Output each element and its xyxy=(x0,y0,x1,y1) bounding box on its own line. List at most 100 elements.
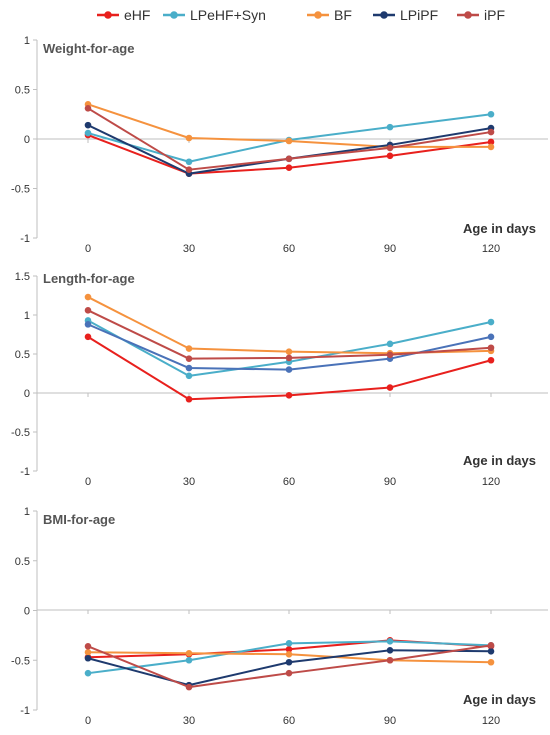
data-point-ipf-60 xyxy=(285,669,293,677)
x-tick-label: 60 xyxy=(283,715,295,727)
y-tick-label: -1 xyxy=(20,233,30,245)
data-point-ipf-30 xyxy=(185,355,193,362)
legend-item-lpehf-syn: LPeHF+Syn xyxy=(163,7,266,23)
data-point-lpehf-syn-60 xyxy=(285,640,293,647)
legend-label-ipf: iPF xyxy=(484,7,505,23)
series-ipf xyxy=(84,642,495,691)
panel-title: Length-for-age xyxy=(43,271,135,286)
panel-bmi-for-age: -1 -0.5 0 0.5 1 0 30 60 90 120 BMI-for-age Age in d… xyxy=(11,506,548,727)
x-tick-label: 60 xyxy=(283,243,295,255)
y-tick-label: 0.5 xyxy=(15,556,30,568)
data-point-ipf-0 xyxy=(84,643,92,650)
x-tick-label: 30 xyxy=(183,476,195,488)
x-tick-label: 0 xyxy=(85,476,91,488)
data-point-ipf-60 xyxy=(285,155,293,163)
y-tick-label: -1 xyxy=(20,705,30,717)
data-point-ehf-90 xyxy=(386,384,394,391)
series-ehf xyxy=(84,333,495,403)
data-point-lpipf-0 xyxy=(84,121,92,129)
y-tick-label: 1 xyxy=(24,310,30,322)
series-ipf xyxy=(84,307,495,362)
data-point-bf-60 xyxy=(285,348,293,355)
data-point-ehf-60 xyxy=(285,646,293,653)
legend-label-lpehf-syn: LPeHF+Syn xyxy=(190,7,266,23)
series-bf xyxy=(84,293,495,357)
data-point-lpipf-90 xyxy=(386,647,394,654)
data-point-lpehf-syn-30 xyxy=(185,158,193,166)
data-point-ipf-120 xyxy=(487,642,495,649)
x-tick-label: 90 xyxy=(384,476,396,488)
y-tick-label: -0.5 xyxy=(11,184,30,196)
data-point-lpipf-0 xyxy=(84,654,92,662)
x-tick-label: 30 xyxy=(183,715,195,727)
data-point-bf-30 xyxy=(185,134,193,142)
data-point-ipf-0 xyxy=(84,105,92,112)
legend-marker-lpipf xyxy=(380,11,388,19)
y-tick-label: 0 xyxy=(24,388,30,400)
data-point-lpipf-60 xyxy=(285,658,293,666)
legend: eHF LPeHF+Syn BF LPiPF iPF xyxy=(97,7,505,23)
legend-marker-ipf xyxy=(464,11,472,19)
data-point-ipf-90 xyxy=(386,351,394,359)
y-tick-label: 0.5 xyxy=(15,349,30,361)
series-lpehf-syn xyxy=(84,317,495,380)
data-point-ipf-90 xyxy=(386,144,394,152)
legend-label-bf: BF xyxy=(334,7,352,23)
data-point-bf-0 xyxy=(84,648,92,656)
data-point-bf-30 xyxy=(185,649,193,657)
data-point-ehf-60 xyxy=(285,164,293,172)
data-point-lpipf-60 xyxy=(285,366,293,373)
data-point-lpehf-syn-90 xyxy=(386,638,394,645)
y-tick-label: -0.5 xyxy=(11,655,30,667)
data-point-lpehf-syn-0 xyxy=(84,669,92,677)
series-line-bf xyxy=(87,296,492,355)
x-tick-label: 0 xyxy=(85,243,91,255)
data-point-lpehf-syn-120 xyxy=(487,318,495,326)
data-point-lpehf-syn-120 xyxy=(487,110,495,118)
series-lpipf xyxy=(84,321,495,373)
x-tick-label: 90 xyxy=(384,715,396,727)
chart-panels: -1 -0.5 0 0.5 1 0 30 60 90 120 Weight-for-age Age i… xyxy=(11,35,548,727)
data-point-lpipf-0 xyxy=(84,321,92,328)
data-point-bf-60 xyxy=(285,137,293,145)
y-tick-label: 1 xyxy=(24,35,30,47)
x-tick-label: 120 xyxy=(482,476,500,488)
data-point-bf-120 xyxy=(487,658,495,666)
data-point-bf-30 xyxy=(185,345,193,352)
legend-marker-ehf xyxy=(104,11,112,19)
legend-item-ehf: eHF xyxy=(97,7,150,23)
x-axis-label: Age in days xyxy=(463,692,536,707)
legend-marker-bf xyxy=(314,11,322,19)
data-point-ehf-60 xyxy=(285,392,293,399)
y-tick-label: 0.5 xyxy=(15,85,30,97)
data-point-ipf-120 xyxy=(487,128,495,136)
data-point-ipf-30 xyxy=(185,166,193,173)
data-point-lpehf-syn-0 xyxy=(84,129,92,137)
x-tick-label: 90 xyxy=(384,243,396,255)
data-point-ehf-90 xyxy=(386,152,394,160)
legend-marker-lpehf-syn xyxy=(170,11,178,19)
x-axis-label: Age in days xyxy=(463,453,536,468)
legend-item-bf: BF xyxy=(307,7,352,23)
data-point-ipf-30 xyxy=(185,683,193,691)
data-point-lpipf-120 xyxy=(487,333,495,341)
data-point-lpehf-syn-30 xyxy=(185,372,193,380)
x-axis-label: Age in days xyxy=(463,221,536,236)
data-point-ipf-90 xyxy=(386,656,394,664)
legend-label-lpipf: LPiPF xyxy=(400,7,438,23)
data-point-bf-0 xyxy=(84,293,92,301)
panel-length-for-age: -1 -0.5 0 0.5 1 1.5 0 30 60 90 120 Length-for-age Ag… xyxy=(11,271,548,488)
data-point-bf-60 xyxy=(285,650,293,658)
data-point-ehf-30 xyxy=(185,395,193,403)
y-tick-label: -0.5 xyxy=(11,427,30,439)
data-point-bf-120 xyxy=(487,143,495,151)
panel-title: Weight-for-age xyxy=(43,41,134,56)
data-point-lpehf-syn-30 xyxy=(185,656,193,664)
legend-item-ipf: iPF xyxy=(457,7,505,23)
y-tick-label: -1 xyxy=(20,466,30,478)
x-tick-label: 30 xyxy=(183,243,195,255)
panel-title: BMI-for-age xyxy=(43,512,115,527)
legend-item-lpipf: LPiPF xyxy=(373,7,438,23)
x-tick-label: 60 xyxy=(283,476,295,488)
